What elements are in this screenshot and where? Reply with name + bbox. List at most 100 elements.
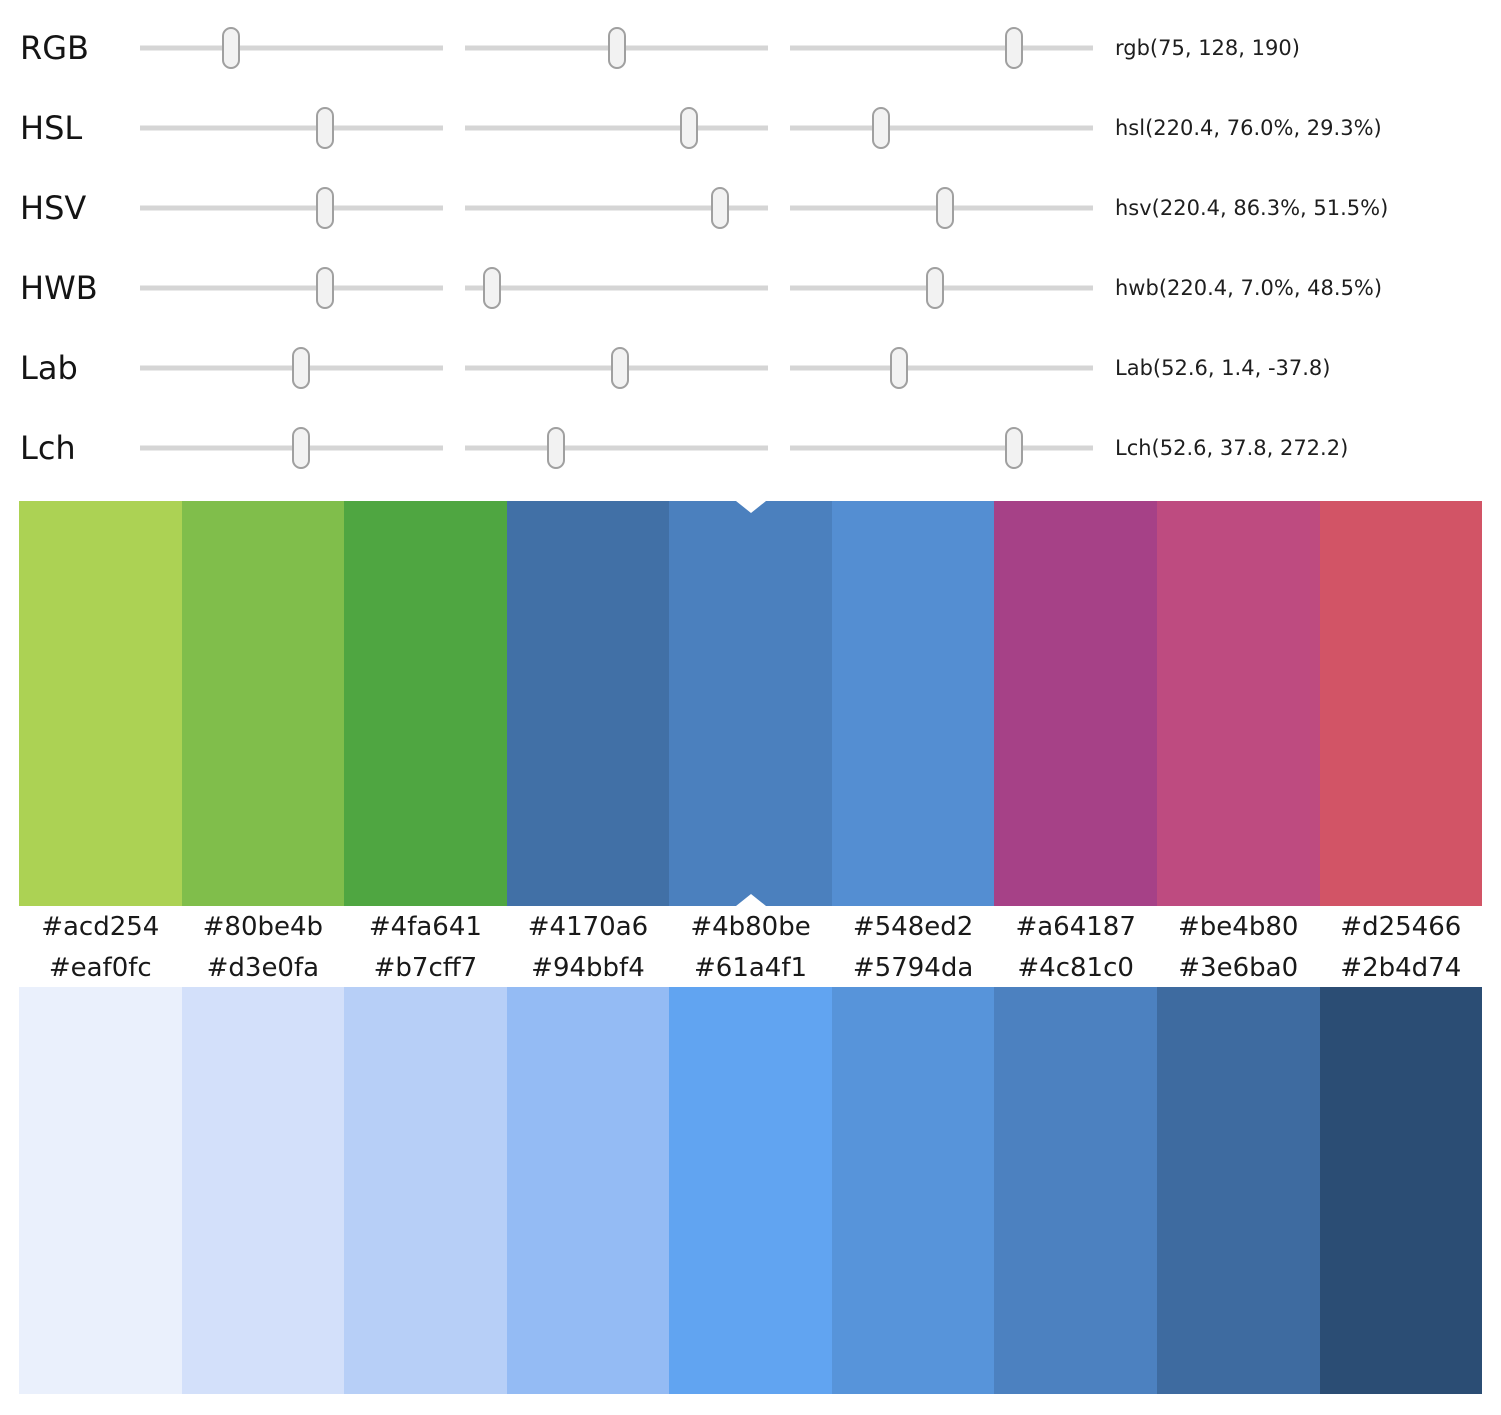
slider-hsl-channel-2[interactable] [465, 88, 768, 168]
slider-track[interactable] [140, 445, 443, 451]
shade-swatch-hex-1: #eaf0fc [48, 952, 152, 983]
hue-palette-hex-labels: #acd254 #80be4b #4fa641 #4170a6 #4b80be #548e… [19, 906, 1482, 948]
slider-row-hsv: HSV hsv(220.4, 86.3%, 51.5%) [0, 168, 1501, 248]
selected-swatch-marker-bottom [735, 894, 766, 906]
hue-swatch-hex-7: #a64187 [1015, 912, 1136, 942]
slider-lab-channel-3[interactable] [790, 328, 1093, 408]
colorspace-label-rgb: RGB [20, 29, 89, 67]
slider-thumb[interactable] [291, 427, 310, 469]
slider-track[interactable] [790, 125, 1093, 131]
slider-thumb[interactable] [315, 107, 334, 149]
slider-row-lch: Lch Lch(52.6, 37.8, 272.2) [0, 408, 1501, 488]
colorspace-label-hsv: HSV [20, 189, 87, 227]
slider-hwb-channel-1[interactable] [140, 248, 443, 328]
shade-swatch-hex-2: #d3e0fa [206, 952, 320, 983]
slider-thumb[interactable] [890, 347, 909, 389]
slider-hsv-channel-3[interactable] [790, 168, 1093, 248]
shade-swatch-7[interactable] [994, 987, 1157, 1394]
slider-track[interactable] [465, 125, 768, 131]
slider-track[interactable] [140, 125, 443, 131]
slider-track[interactable] [140, 45, 443, 51]
slider-lab-channel-2[interactable] [465, 328, 768, 408]
hue-swatch-6[interactable] [831, 501, 995, 906]
shade-swatch-hex-5: #61a4f1 [694, 952, 808, 983]
selected-swatch-marker-top [735, 501, 766, 513]
slider-track[interactable] [140, 285, 443, 291]
hue-swatch-7[interactable] [994, 501, 1157, 906]
shade-palette-hex-labels: #eaf0fc #d3e0fa #b7cff7 #94bbf4 #61a4f1 #5794… [19, 948, 1482, 987]
slider-rgb-channel-1[interactable] [140, 8, 443, 88]
shade-swatch-3[interactable] [344, 987, 507, 1394]
shade-swatch-hex-3: #b7cff7 [373, 952, 478, 983]
slider-row-lab: Lab Lab(52.6, 1.4, -37.8) [0, 328, 1501, 408]
color-value-lch: Lch(52.6, 37.8, 272.2) [1115, 436, 1349, 460]
shade-swatch-hex-9: #2b4d74 [1340, 952, 1462, 983]
slider-lch-channel-1[interactable] [140, 408, 443, 488]
slider-track[interactable] [140, 365, 443, 371]
slider-hsv-channel-2[interactable] [465, 168, 768, 248]
color-value-hwb: hwb(220.4, 7.0%, 48.5%) [1115, 276, 1383, 300]
color-value-hsv: hsv(220.4, 86.3%, 51.5%) [1115, 196, 1389, 220]
slider-lab-channel-1[interactable] [140, 328, 443, 408]
colorspace-label-lab: Lab [20, 349, 78, 387]
slider-row-hsl: HSL hsl(220.4, 76.0%, 29.3%) [0, 88, 1501, 168]
slider-thumb[interactable] [1005, 427, 1024, 469]
shade-swatch-9[interactable] [1319, 987, 1483, 1394]
slider-thumb[interactable] [221, 27, 240, 69]
slider-rgb-channel-3[interactable] [790, 8, 1093, 88]
color-sliders-panel: RGB rgb(75, 128, 190) HSL hsl(220.4, 76.0%,… [0, 0, 1501, 488]
slider-hsv-channel-1[interactable] [140, 168, 443, 248]
slider-track[interactable] [790, 445, 1093, 451]
slider-thumb[interactable] [680, 107, 699, 149]
hue-swatch-hex-1: #acd254 [41, 912, 160, 942]
slider-hsl-channel-1[interactable] [140, 88, 443, 168]
slider-track[interactable] [790, 45, 1093, 51]
slider-thumb[interactable] [483, 267, 502, 309]
slider-thumb[interactable] [291, 347, 310, 389]
slider-track[interactable] [465, 205, 768, 211]
hue-swatch-hex-6: #548ed2 [852, 912, 974, 942]
shade-swatch-hex-4: #94bbf4 [531, 952, 645, 983]
hue-swatch-3[interactable] [344, 501, 507, 906]
hue-palette [19, 501, 1483, 906]
slider-thumb[interactable] [607, 27, 626, 69]
slider-thumb[interactable] [710, 187, 729, 229]
slider-thumb[interactable] [935, 187, 954, 229]
slider-rgb-channel-2[interactable] [465, 8, 768, 88]
hue-swatch-8[interactable] [1156, 501, 1320, 906]
shade-swatch-5[interactable] [669, 987, 832, 1394]
hue-swatch-hex-5: #4b80be [690, 912, 811, 942]
hue-swatch-9[interactable] [1319, 501, 1483, 906]
hue-swatch-2[interactable] [181, 501, 345, 906]
slider-hsl-channel-3[interactable] [790, 88, 1093, 168]
hue-swatch-hex-3: #4fa641 [368, 912, 482, 942]
slider-thumb[interactable] [315, 187, 334, 229]
slider-track[interactable] [465, 445, 768, 451]
hue-swatch-hex-8: #be4b80 [1178, 912, 1299, 942]
slider-hwb-channel-3[interactable] [790, 248, 1093, 328]
hue-swatch-5[interactable] [669, 501, 832, 906]
hue-swatch-hex-9: #d25466 [1340, 912, 1462, 942]
shade-palette [19, 987, 1483, 1394]
colorspace-label-hsl: HSL [20, 109, 83, 147]
slider-track[interactable] [790, 365, 1093, 371]
color-value-rgb: rgb(75, 128, 190) [1115, 36, 1300, 60]
slider-thumb[interactable] [610, 347, 629, 389]
shade-swatch-8[interactable] [1156, 987, 1320, 1394]
hue-swatch-4[interactable] [506, 501, 670, 906]
shade-swatch-1[interactable] [19, 987, 182, 1394]
shade-swatch-6[interactable] [831, 987, 995, 1394]
slider-thumb[interactable] [546, 427, 565, 469]
slider-lch-channel-3[interactable] [790, 408, 1093, 488]
slider-thumb[interactable] [871, 107, 890, 149]
shade-swatch-2[interactable] [181, 987, 345, 1394]
hue-swatch-1[interactable] [19, 501, 182, 906]
slider-thumb[interactable] [926, 267, 945, 309]
slider-hwb-channel-2[interactable] [465, 248, 768, 328]
slider-track[interactable] [140, 205, 443, 211]
slider-track[interactable] [465, 285, 768, 291]
slider-lch-channel-2[interactable] [465, 408, 768, 488]
slider-thumb[interactable] [315, 267, 334, 309]
shade-swatch-4[interactable] [506, 987, 670, 1394]
slider-thumb[interactable] [1005, 27, 1024, 69]
